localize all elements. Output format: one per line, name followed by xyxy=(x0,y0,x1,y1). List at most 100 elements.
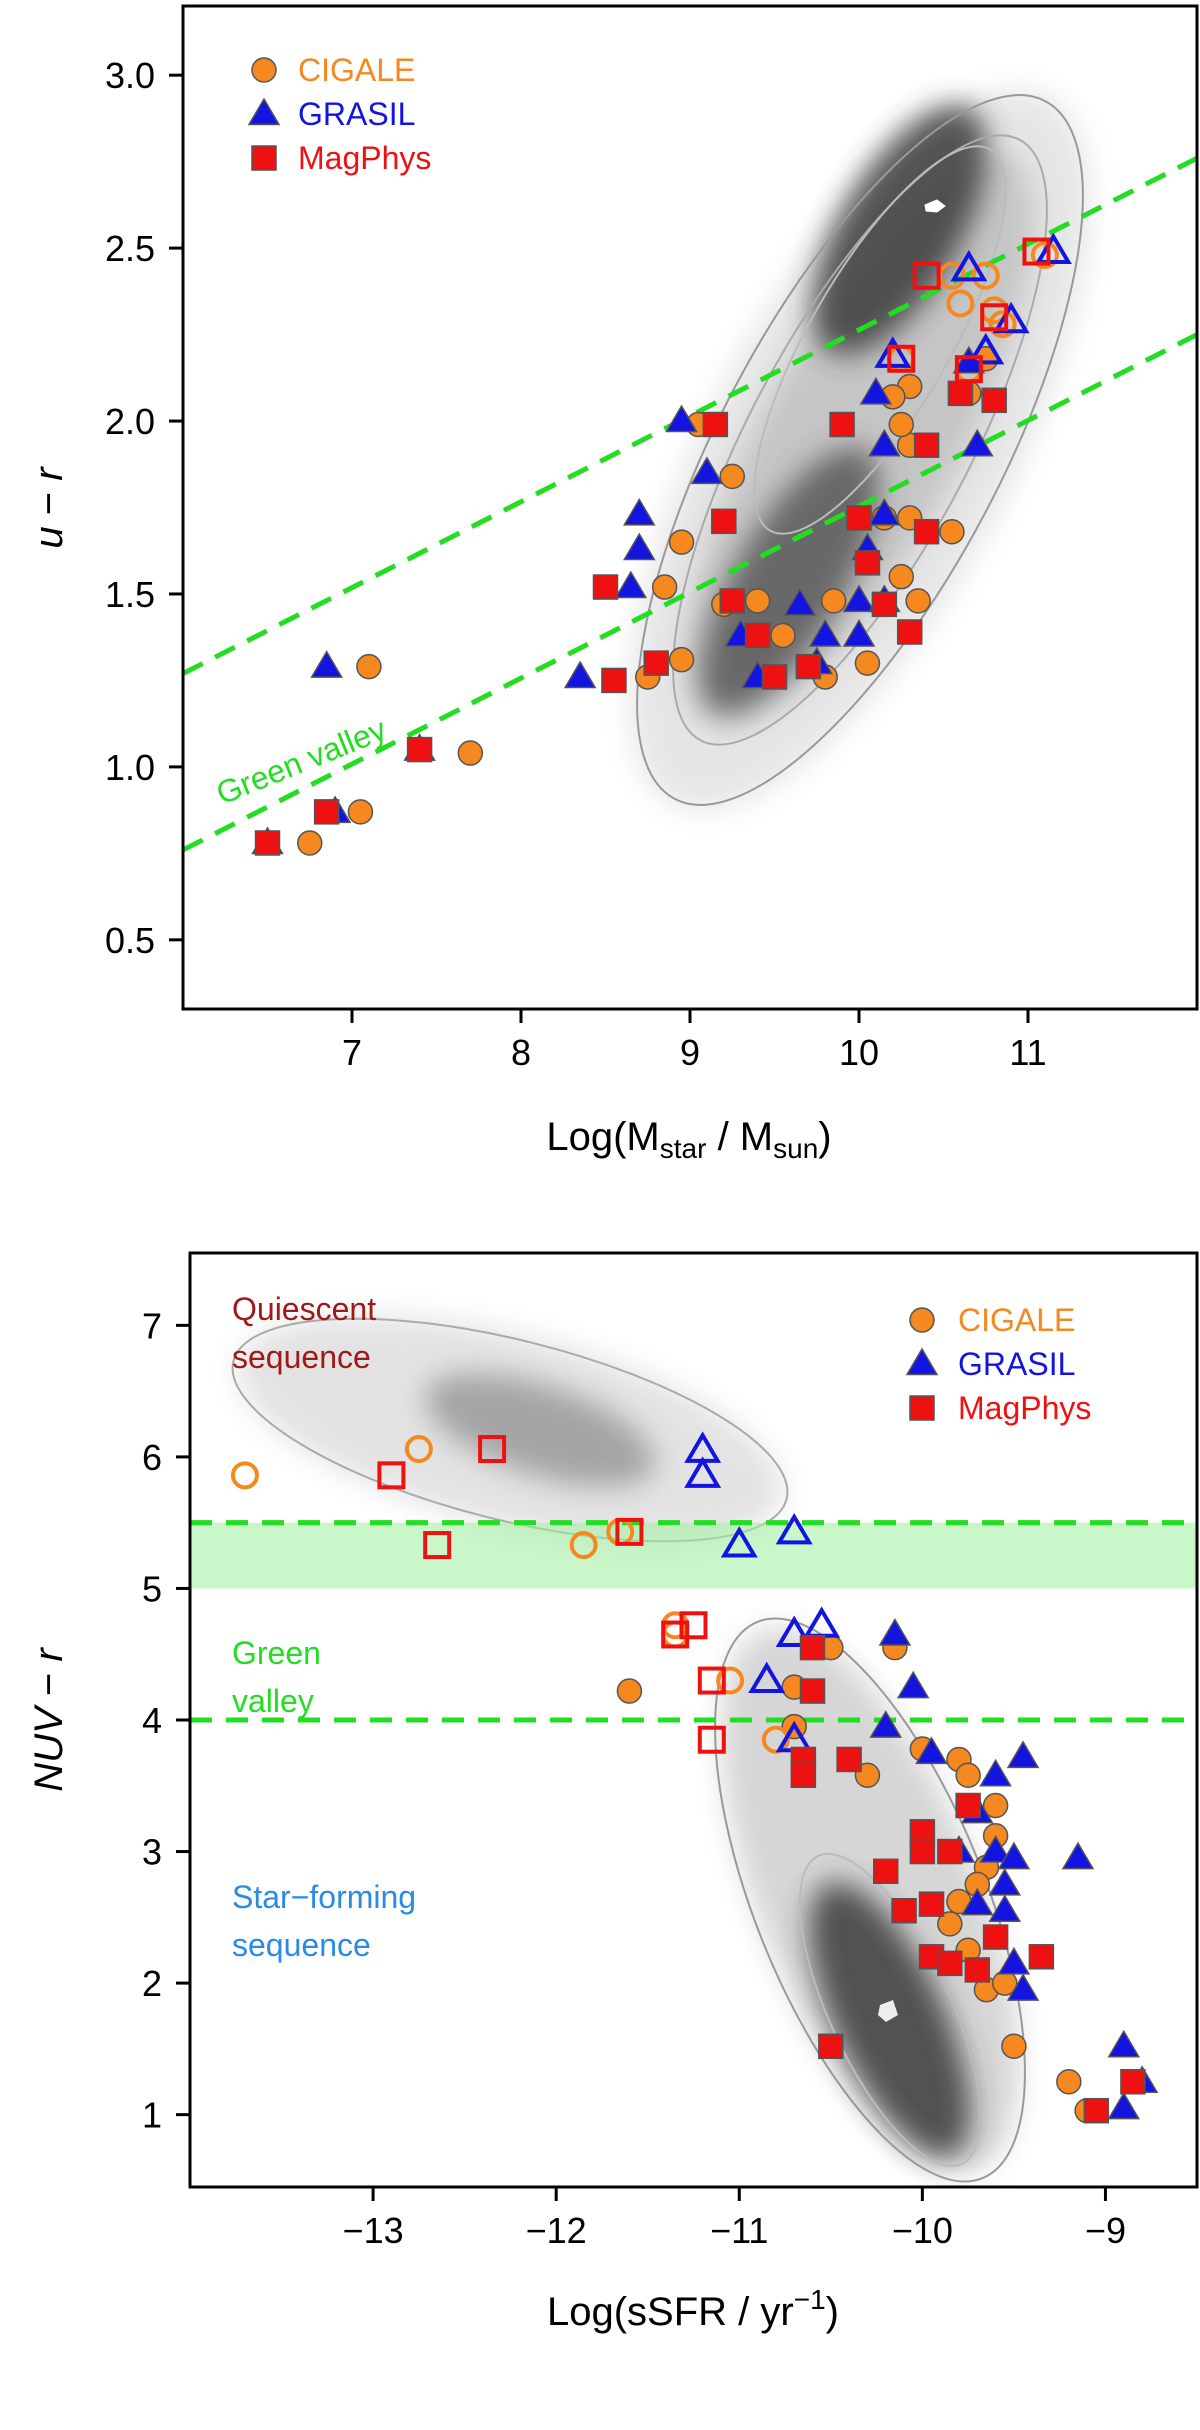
x-tick-label: 7 xyxy=(342,1032,362,1073)
legend-label-grasil: GRASIL xyxy=(298,96,415,132)
point-cigale xyxy=(939,518,965,545)
y-tick-label: 2 xyxy=(142,1963,162,2004)
y-tick-label: 1.0 xyxy=(105,747,155,788)
green-valley-line-1 xyxy=(183,155,1197,676)
x-tick-label: −13 xyxy=(343,2210,404,2251)
point-grasil xyxy=(1006,1740,1040,1769)
star-forming-label-2: sequence xyxy=(232,1927,371,1963)
point-magphys xyxy=(601,667,627,694)
point-cigale xyxy=(744,588,771,614)
point-grasil xyxy=(979,1835,1012,1863)
point-magphys xyxy=(955,1792,981,1819)
legend-marker-cigale xyxy=(251,57,277,83)
x-tick-label: −11 xyxy=(710,2210,768,2251)
x-tick-label: −10 xyxy=(892,2210,953,2251)
point-grasil xyxy=(859,376,893,405)
point-cigale xyxy=(356,653,382,680)
point-cigale-open xyxy=(761,1725,790,1754)
point-magphys xyxy=(744,622,771,649)
y-tick-label: 2.0 xyxy=(105,401,155,442)
legend-label-grasil: GRASIL xyxy=(958,1346,1075,1382)
point-grasil xyxy=(310,650,343,678)
point-grasil xyxy=(1107,2091,1141,2120)
point-grasil xyxy=(988,1894,1022,1922)
point-magphys-open xyxy=(980,303,1009,332)
point-magphys xyxy=(854,550,881,576)
point-grasil-open xyxy=(803,1606,841,1638)
point-grasil xyxy=(842,584,876,613)
x-tick-label: 11 xyxy=(1009,1032,1046,1073)
y-tick-label: 1.5 xyxy=(105,574,155,615)
point-grasil-open xyxy=(1034,232,1072,265)
legend-marker-grasil xyxy=(905,1347,939,1376)
quiescent-label-1: Quiescent xyxy=(232,1291,376,1327)
point-cigale xyxy=(888,411,914,438)
point-magphys xyxy=(872,1858,899,1885)
point-grasil xyxy=(563,660,597,689)
point-magphys xyxy=(981,387,1007,414)
legend-marker-magphys xyxy=(909,1395,935,1421)
x-tick-label: 9 xyxy=(680,1032,700,1073)
x-axis-sup: −1 xyxy=(794,2284,826,2315)
axes: 7 8 9 10 11 0.5 1.0 1.5 2.0 2.5 3.0 xyxy=(105,55,1047,1073)
x-axis-sub2: sun xyxy=(773,1133,818,1164)
legend-marker-magphys xyxy=(251,145,277,171)
point-cigale xyxy=(616,1678,643,1704)
point-magphys xyxy=(964,1957,991,1983)
point-magphys xyxy=(947,380,974,407)
y-tick-label: 5 xyxy=(142,1568,162,1609)
point-cigale xyxy=(1056,2069,1082,2095)
legend-label-cigale: CIGALE xyxy=(958,1302,1075,1338)
point-magphys xyxy=(1083,2097,1110,2124)
point-cigale xyxy=(888,563,914,590)
x-tick-label: 8 xyxy=(511,1032,531,1073)
point-grasil xyxy=(868,497,901,526)
point-grasil xyxy=(842,618,876,647)
point-magphys-open xyxy=(697,1725,726,1754)
density-core-lower xyxy=(809,1882,971,2158)
y-axis-title-r: r xyxy=(27,466,71,481)
x-axis-title: Log(Mstar / Msun) xyxy=(546,1115,831,1164)
point-grasil xyxy=(878,1618,912,1646)
point-magphys xyxy=(937,1838,963,1865)
green-valley-line-2 xyxy=(183,332,1197,853)
legend-marker-cigale xyxy=(909,1307,935,1333)
point-cigale xyxy=(297,830,323,856)
legend-marker-grasil xyxy=(247,97,281,126)
point-magphys-open xyxy=(478,1435,507,1464)
point-magphys xyxy=(871,591,898,618)
point-cigale xyxy=(770,622,796,649)
point-magphys xyxy=(982,1924,1009,1950)
point-cigale xyxy=(668,529,695,555)
point-cigale-open xyxy=(971,261,1000,290)
point-magphys xyxy=(918,1891,945,1917)
green-valley-annotation: Green valley xyxy=(211,711,391,812)
point-magphys xyxy=(254,830,281,856)
point-cigale-open xyxy=(404,1435,433,1464)
point-magphys xyxy=(846,505,872,531)
point-magphys xyxy=(913,432,940,458)
point-magphys xyxy=(643,650,669,676)
point-grasil xyxy=(690,456,724,485)
density-peak xyxy=(924,199,946,213)
y-axis-title-nuv: NUV xyxy=(27,1704,71,1792)
y-axis-title-mid: − xyxy=(27,1662,71,1708)
x-axis-title-part: Log(sSFR / yr xyxy=(547,2290,794,2334)
point-magphys-open xyxy=(661,1620,690,1649)
point-grasil xyxy=(614,570,648,599)
x-tick-label: −9 xyxy=(1085,2210,1126,2251)
x-axis-title-end: ) xyxy=(818,1115,831,1159)
point-cigale xyxy=(820,588,847,614)
density-peak xyxy=(878,2000,898,2022)
y-tick-label: 3.0 xyxy=(105,55,155,96)
y-tick-label: 4 xyxy=(142,1700,162,1741)
density-background xyxy=(630,89,1090,811)
point-magphys xyxy=(799,1678,826,1704)
point-grasil xyxy=(622,532,656,561)
point-magphys-open xyxy=(423,1531,452,1560)
point-grasil xyxy=(979,1758,1012,1787)
density-contour-inner xyxy=(753,145,1007,535)
point-grasil xyxy=(868,428,901,457)
green-valley-lines xyxy=(183,155,1197,853)
